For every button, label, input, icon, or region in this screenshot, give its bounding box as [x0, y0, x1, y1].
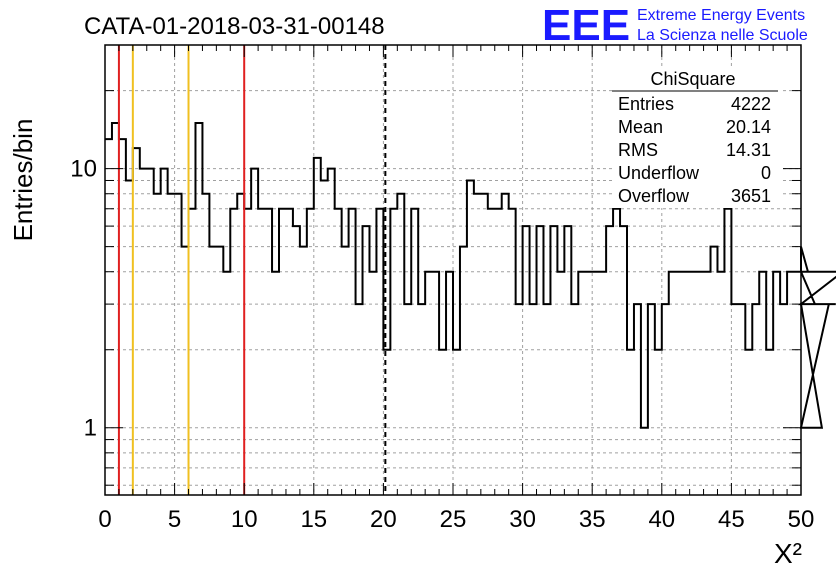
stats-row-value: 0: [761, 163, 771, 183]
x-tick-label: 20: [370, 506, 397, 533]
stats-row-label: RMS: [618, 140, 658, 160]
stats-row-value: 14.31: [726, 140, 771, 160]
y-axis-label: Entries/bin: [8, 119, 38, 242]
chart-title: CATA-01-2018-03-31-00148: [84, 13, 385, 40]
stats-rows: Entries 4222 Mean 20.14 RMS 14.31 Underflow 0 Ov…: [618, 94, 771, 206]
x-tick-label: 0: [98, 506, 111, 533]
stats-row-value: 4222: [731, 94, 771, 114]
histogram-bins: [105, 121, 836, 429]
stats-row-value: 20.14: [726, 117, 771, 137]
x-tick-label: 50: [788, 506, 815, 533]
x-tick-label: 15: [300, 506, 327, 533]
tick-labels: 0 5 10 15 20 25 30 35 40 45 50 1 10: [70, 156, 814, 533]
x-tick-label: 35: [579, 506, 606, 533]
stats-row-label: Mean: [618, 117, 663, 137]
stats-row-label: Entries: [618, 94, 674, 114]
y-tick-label: 10: [70, 156, 97, 183]
y-tick-label: 1: [84, 415, 97, 442]
axis-ticks: [104, 45, 802, 495]
logo-subtitle-2: La Scienza nelle Scuole: [637, 27, 808, 44]
x-axis-label: X²: [774, 538, 802, 569]
x-tick-label: 25: [440, 506, 467, 533]
x-tick-label: 40: [648, 506, 675, 533]
histogram-line: [105, 121, 836, 429]
stats-box: ChiSquare Entries 4222 Mean 20.14 RMS 14.31 Un…: [612, 66, 780, 208]
x-tick-label: 10: [231, 506, 258, 533]
eee-logo: EEE: [542, 1, 630, 50]
stats-row-label: Underflow: [618, 163, 700, 183]
vertical-markers: [117, 45, 387, 495]
stats-row-label: Overflow: [618, 186, 690, 206]
stats-box-background: [612, 66, 780, 208]
x-tick-label: 30: [509, 506, 536, 533]
x-tick-label: 45: [718, 506, 745, 533]
x-tick-label: 5: [168, 506, 181, 533]
stats-row-value: 3651: [731, 186, 771, 206]
stats-box-title: ChiSquare: [650, 69, 735, 89]
logo-subtitle-1: Extreme Energy Events: [637, 7, 805, 24]
